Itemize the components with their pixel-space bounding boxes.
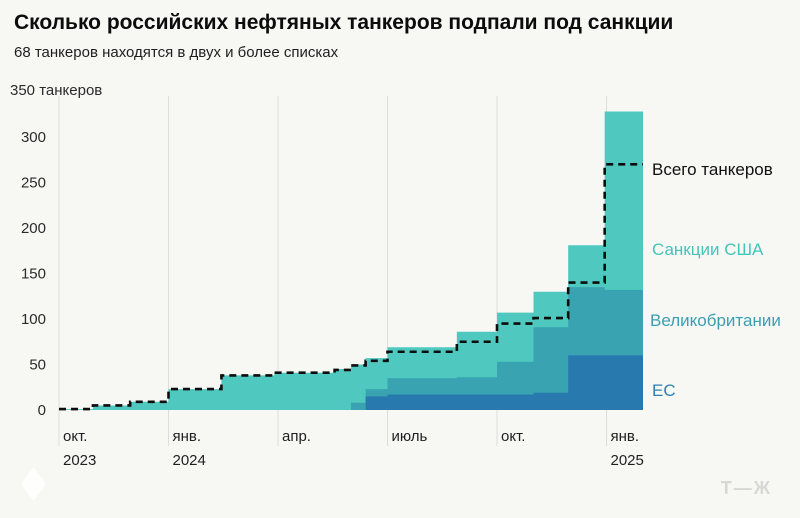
y-tick-label: 200 xyxy=(21,220,46,237)
x-tick-label: окт. xyxy=(63,428,87,445)
y-tick-label: 50 xyxy=(29,357,46,374)
x-tick-label: окт. xyxy=(501,428,525,445)
stacked-areas xyxy=(59,111,643,411)
total-dashed-line xyxy=(59,163,643,411)
x-axis-tick-labels: окт. 2023 янв. 2024 апр. июль окт. янв. 2025 xyxy=(63,428,644,469)
area-санкции-сша xyxy=(59,111,643,411)
chart-title: Сколько российских нефтяных танкеров под… xyxy=(14,11,674,34)
x-tick-year-label: 2025 xyxy=(611,452,644,469)
y-tick-label: 300 xyxy=(21,129,46,146)
x-tick-label: апр. xyxy=(282,428,311,445)
x-tick-label: июль xyxy=(392,428,428,445)
area-великобритании xyxy=(59,287,643,410)
y-axis-tick-labels: 0 50 100 150 200 250 300 xyxy=(21,129,46,419)
x-tick-label: янв. xyxy=(173,428,202,445)
legend-uk-sanctions: Великобритании xyxy=(650,311,781,330)
x-tick-year-label: 2023 xyxy=(63,452,96,469)
x-tick-year-label: 2024 xyxy=(173,452,206,469)
y-axis-unit-label: 350 танкеров xyxy=(10,82,103,99)
legend-eu-sanctions: ЕС xyxy=(652,381,676,400)
x-tick-label: янв. xyxy=(611,428,640,445)
y-tick-label: 150 xyxy=(21,266,46,283)
y-tick-label: 100 xyxy=(21,311,46,328)
y-tick-label: 250 xyxy=(21,175,46,192)
legend-us-sanctions: Санкции США xyxy=(652,240,764,259)
chart-subtitle: 68 танкеров находятся в двух и более спи… xyxy=(14,44,339,61)
total-line-path xyxy=(59,163,643,411)
area-ес xyxy=(59,355,643,410)
brand-watermark: Т—Ж xyxy=(720,478,772,498)
legend-total-tankers: Всего танкеров xyxy=(652,160,773,179)
y-tick-label: 0 xyxy=(38,402,46,419)
